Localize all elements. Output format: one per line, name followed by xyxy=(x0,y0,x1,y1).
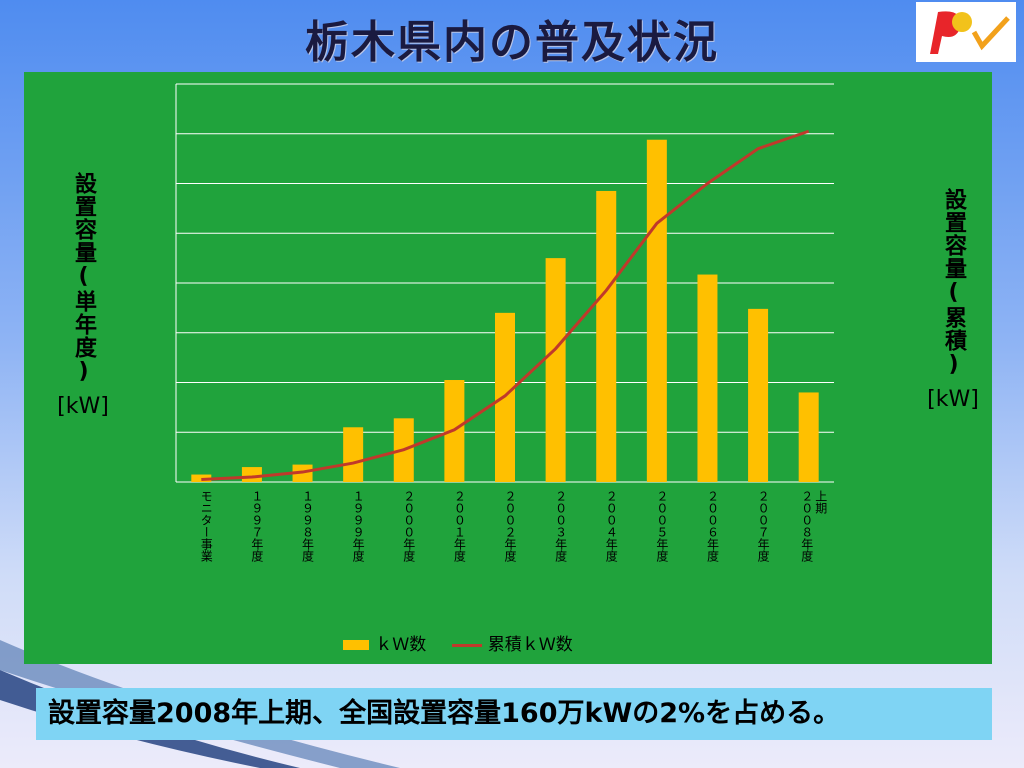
logo xyxy=(916,2,1016,62)
chart-legend: ｋＷ数 累積ｋＷ数 xyxy=(24,630,892,655)
x-tick-label: ２００８年度 xyxy=(800,490,814,562)
bar xyxy=(646,139,667,482)
slide-title: 栃木県内の普及状況 xyxy=(305,17,719,68)
bar xyxy=(596,190,617,482)
chart-plot: モニター事業 １９９７年度 １９９８年度 １９９９年度 ２０００年度 ２００１年度 ２００２… xyxy=(175,83,834,562)
x-tick-label: ２００４年度 xyxy=(604,490,618,562)
x-tick-label: ２０００年度 xyxy=(402,490,416,562)
legend-line-swatch xyxy=(451,643,482,647)
x-tick-label: ２００１年度 xyxy=(452,490,466,562)
y-axis-left-title: 設置容量(単年度) xyxy=(71,172,96,385)
legend-item-line: 累積ｋＷ数 xyxy=(451,630,573,655)
bar xyxy=(798,392,819,482)
bar xyxy=(697,274,718,482)
y-axis-left-unit: [kW] xyxy=(57,394,109,419)
bar xyxy=(343,427,364,482)
x-tick-label: モニター事業 xyxy=(199,490,213,562)
legend-item-bar: ｋＷ数 xyxy=(343,630,426,655)
x-tick-label: ２００６年度 xyxy=(705,490,719,562)
legend-bar-label: ｋＷ数 xyxy=(375,635,427,655)
y-axis-right-unit: [kW] xyxy=(927,387,979,412)
x-tick-label: ２００７年度 xyxy=(756,490,770,562)
bar xyxy=(241,467,262,482)
legend-bar-swatch xyxy=(343,640,370,650)
pv-logo-icon xyxy=(930,11,1010,55)
x-tick-label: ２００２年度 xyxy=(503,490,517,562)
y-axis-right-title: 設置容量(累積) xyxy=(941,188,966,378)
bar xyxy=(545,258,566,482)
legend-line-label: 累積ｋＷ数 xyxy=(487,635,573,655)
x-tick-label: 上期 xyxy=(814,490,828,514)
caption-banner: 設置容量2008年上期、全国設置容量160万kWの2%を占める。 xyxy=(36,688,992,740)
x-tick-label: ２００３年度 xyxy=(554,490,568,562)
cumulative-line xyxy=(201,129,810,482)
x-tick-label: ２００５年度 xyxy=(655,490,669,562)
x-tick-label: １９９７年度 xyxy=(250,490,264,562)
y-axis-right-label: 設置容量(累積) [kW] xyxy=(924,188,982,412)
bar xyxy=(748,308,769,482)
x-tick-label: １９９８年度 xyxy=(301,490,315,562)
x-tick-label: １９９９年度 xyxy=(351,490,365,562)
y-axis-left-label: 設置容量(単年度) [kW] xyxy=(54,172,112,419)
chart-panel: モニター事業 １９９７年度 １９９８年度 １９９９年度 ２０００年度 ２００１年度 ２００２… xyxy=(24,72,992,664)
